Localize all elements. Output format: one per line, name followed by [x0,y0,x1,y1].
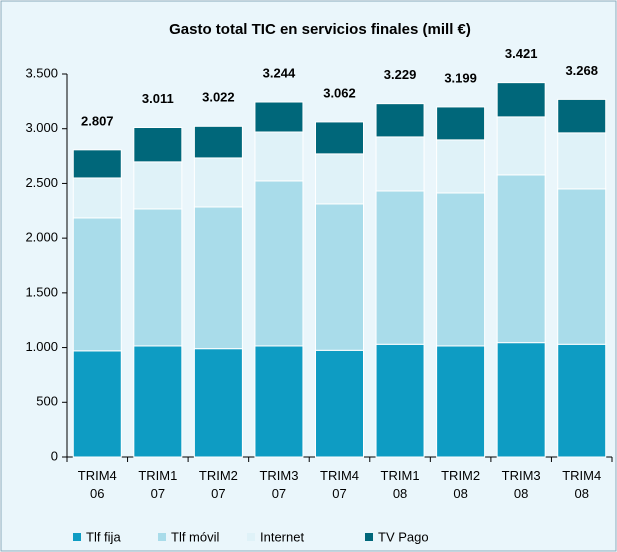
bar-segment [496,174,546,344]
bar-segment [557,98,607,134]
bar-segment [375,343,425,458]
bar-segment [72,177,122,219]
x-tick-label: TRIM4 08 [562,468,601,501]
bar-segment [193,125,243,159]
legend-label: Tlf móvil [171,529,220,544]
x-tick-label: TRIM2 08 [441,468,480,501]
x-tick-label: TRIM4 06 [78,468,117,501]
bar-segment [436,345,486,458]
total-label: 3.229 [384,67,417,82]
bar-segment [254,131,304,182]
y-tick-label: 500 [36,394,58,409]
y-tick-label: 3.000 [25,120,58,135]
bar-segment [375,136,425,192]
y-tick-label: 2.500 [25,175,58,190]
bar-segment [496,116,546,176]
bar-segment [133,345,183,458]
y-tick-label: 0 [51,448,58,463]
legend-swatch [73,533,81,541]
bar-segment [557,343,607,458]
x-tick-label: TRIM1 08 [381,468,420,501]
bar-segment [315,121,364,155]
total-label: 3.011 [142,91,174,106]
x-tick-label: TRIM3 07 [259,468,298,501]
bar-segment [436,139,486,194]
total-label: 3.421 [505,46,538,61]
chart-title: Gasto total TIC en servicios finales (mi… [169,21,471,38]
legend-swatch [247,533,255,541]
x-tick-label: TRIM3 08 [502,468,541,501]
bar-segment [72,217,122,352]
total-label: 2.807 [81,113,114,128]
bar-segment [133,161,183,210]
bar-segment [254,345,304,458]
bar-segment [557,132,607,190]
y-tick-label: 2.000 [25,230,58,245]
bar-segment [193,157,243,208]
legend-label: Tlf fija [86,529,121,544]
bar-segment [375,190,425,345]
bar-segment [315,153,364,205]
total-label: 3.022 [202,90,235,105]
bar-segment [254,180,304,347]
bar-segment [375,103,425,138]
bar-segment [133,127,183,163]
total-label: 3.244 [263,65,296,80]
legend-swatch [158,533,166,541]
legend-swatch [365,533,373,541]
legend-label: Internet [260,529,304,544]
bar-segment [133,208,183,347]
bar-segment [496,342,546,458]
bar-segment [496,82,546,118]
x-tick-label: TRIM1 07 [138,468,177,501]
bar-segment [436,106,486,141]
total-label: 3.199 [444,70,477,85]
bar-segment [193,348,243,458]
x-tick-label: TRIM2 07 [199,468,238,501]
total-label: 3.268 [565,63,598,78]
total-label: 3.062 [323,85,356,100]
legend-label: TV Pago [378,529,429,544]
y-tick-label: 3.500 [25,65,58,80]
bar-segment [315,203,364,351]
x-tick-label: TRIM4 07 [320,468,359,501]
bar-segment [193,206,243,350]
bar-segment [315,349,364,458]
y-tick-label: 1.500 [25,284,58,299]
bar-segment [557,188,607,345]
bar-segment [72,149,122,179]
y-tick-label: 1.000 [25,339,58,354]
bar-segment [436,192,486,347]
bar-segment [72,350,122,458]
bar-segment [254,101,304,133]
